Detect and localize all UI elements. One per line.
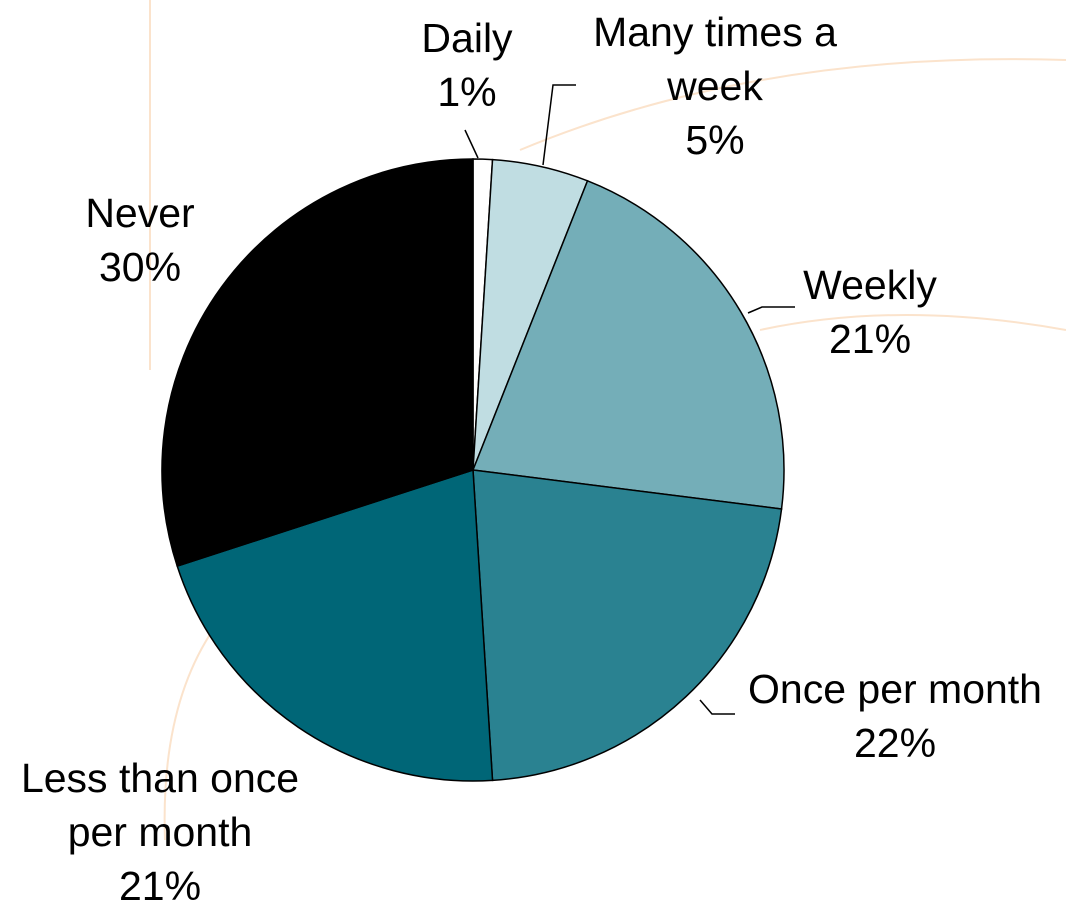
category-label: Less than once per month [20,755,300,855]
category-label: Many times a week [593,9,837,109]
pie-slice [176,468,494,782]
value-label: 5% [685,117,745,163]
pie-slice [471,179,785,510]
slice-label: Less than once per month 21% [0,751,325,909]
value-label: 1% [437,69,497,115]
slices [161,158,785,782]
value-label: 21% [118,863,202,909]
background-decoration [148,0,1066,841]
slice-label: Many times a week 5% [565,5,865,167]
slice-label: Weekly 21% [770,258,970,366]
value-label: 30% [98,244,182,290]
category-label: Weekly [803,262,937,308]
slice-label: Daily 1% [402,11,532,119]
category-label: Daily [421,15,513,61]
value-label: 21% [828,316,912,362]
pie-slice [161,158,474,568]
leader-lines [464,84,795,715]
slice-label: Once per month 22% [725,662,1065,770]
value-label: 22% [853,720,937,766]
category-label: Never [85,190,195,236]
pie-slice [472,469,783,782]
slice-label: Never 30% [60,186,220,294]
category-label: Once per month [748,666,1042,712]
